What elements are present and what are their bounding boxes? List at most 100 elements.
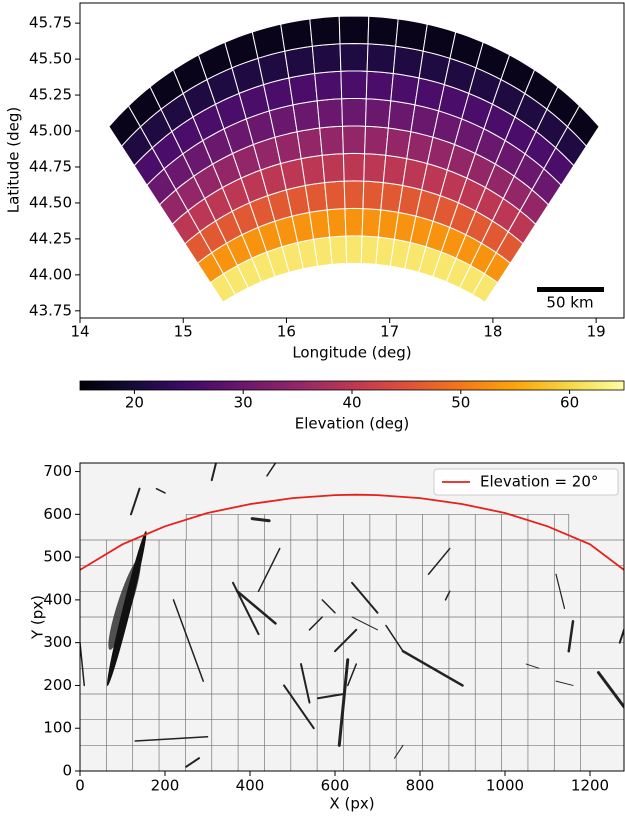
x-tick-label: 0 xyxy=(75,777,85,795)
elevation-cell xyxy=(338,15,370,45)
legend-label: Elevation = 20° xyxy=(480,473,598,491)
meteor-streak xyxy=(351,581,379,614)
elevation-cell xyxy=(319,125,344,156)
meteor-streak xyxy=(351,616,378,631)
meteor-streak xyxy=(80,641,85,687)
elevation-cell xyxy=(387,100,416,133)
y-tick-label: 44.25 xyxy=(29,229,72,247)
axes-frame xyxy=(79,2,625,319)
scale-bar xyxy=(537,287,604,292)
x-tick-label: 16 xyxy=(277,323,296,341)
y-tick-label: 44.75 xyxy=(29,157,72,175)
x-tick-label: 1000 xyxy=(486,777,524,795)
y-tick-label: 600 xyxy=(43,505,72,523)
meteor-streak xyxy=(401,649,464,687)
meteor-streak xyxy=(385,624,404,652)
elevation-cell xyxy=(296,127,323,160)
colorbar: 20 30 40 50 60 Elevation (deg) xyxy=(79,380,625,433)
x-tick-label: 400 xyxy=(236,777,265,795)
elevation-cell xyxy=(300,154,326,187)
y-tick-label: 45.50 xyxy=(29,50,72,68)
meteor-streak xyxy=(427,547,451,575)
elevation-cell xyxy=(392,45,424,79)
x-tick-label: 1200 xyxy=(571,777,609,795)
y-axis-label: Y (px) xyxy=(29,595,47,640)
y-tick-label: 400 xyxy=(43,590,72,608)
elevation-cell xyxy=(342,152,366,182)
elevation-cell xyxy=(363,153,387,184)
y-tick-label: 45.75 xyxy=(29,14,72,32)
elevation-cell xyxy=(345,235,363,265)
image-grid xyxy=(185,513,570,540)
elevation-cell xyxy=(341,98,367,127)
elevation-cell xyxy=(360,235,379,265)
elevation-cell xyxy=(367,15,399,47)
meteor-streak xyxy=(155,487,166,494)
colorbar-tick-label: 30 xyxy=(234,394,253,412)
meteor-streak xyxy=(210,463,217,482)
series-layer xyxy=(80,493,624,571)
meteor-streak xyxy=(347,663,357,687)
y-tick-label: 300 xyxy=(43,633,72,651)
elevation-cell xyxy=(316,98,344,129)
meteor-streak xyxy=(597,671,624,709)
elevation-cell xyxy=(308,209,331,240)
y-tick-label: 44.00 xyxy=(29,265,72,283)
meteor-streak xyxy=(424,437,441,441)
x-tick-label: 14 xyxy=(70,323,89,341)
meteor-streak xyxy=(130,487,141,516)
x-tick-label: 15 xyxy=(174,323,193,341)
elevation-cell xyxy=(344,207,364,237)
elevation-cell xyxy=(366,43,397,75)
colorbar-gradient xyxy=(79,380,625,391)
colorbar-tick-label: 60 xyxy=(560,394,579,412)
x-axis-label: X (px) xyxy=(329,795,374,813)
meteor-streak xyxy=(266,463,277,477)
meteor-streak xyxy=(337,658,350,747)
y-tick-label: 44.50 xyxy=(29,193,72,211)
colorbar-tick-label: 20 xyxy=(125,394,144,412)
milky-way-streak xyxy=(107,530,147,687)
axes-frame xyxy=(79,462,625,772)
elevation-cell xyxy=(284,45,316,79)
y-tick-label: 45.25 xyxy=(29,86,72,104)
fan xyxy=(108,15,600,303)
elevation-cell xyxy=(329,235,348,265)
image-panel: 0 200 400 600 800 1000 1200 0 100 200 300 400 500 600… xyxy=(29,437,625,813)
elevation-cell xyxy=(321,153,345,184)
y-tick-label: 200 xyxy=(43,676,72,694)
x-tick-label: 19 xyxy=(587,323,606,341)
elevation-cell xyxy=(288,72,318,106)
x-tick-label: 17 xyxy=(380,323,399,341)
elevation-cell xyxy=(340,70,368,100)
meteor-streak xyxy=(283,684,315,730)
x-tick-label: 800 xyxy=(406,777,435,795)
elevation-cell xyxy=(309,15,341,47)
elevation-cell xyxy=(364,125,389,156)
y-axis-label: Latitude (deg) xyxy=(5,107,23,213)
elevation-cell xyxy=(292,100,321,133)
elevation-cell xyxy=(311,43,342,75)
elevation-cell xyxy=(390,72,420,106)
meteor-streak xyxy=(567,620,575,653)
meteor-streak xyxy=(300,663,311,704)
elevation-cell xyxy=(339,42,369,72)
meteor-streak xyxy=(236,590,277,625)
elevation-cell xyxy=(326,208,347,238)
y-tick-label: 45.00 xyxy=(29,122,72,140)
colorbar-label: Elevation (deg) xyxy=(295,415,409,433)
elevation-cell xyxy=(566,105,600,147)
x-axis-label: Longitude (deg) xyxy=(292,344,411,362)
y-tick-label: 700 xyxy=(43,462,72,480)
meteor-streak xyxy=(555,680,574,686)
scale-bar-label: 50 km xyxy=(546,294,593,312)
meteor-streak xyxy=(308,616,323,631)
elevation-cell xyxy=(280,18,313,52)
meteor-streak xyxy=(317,693,345,700)
series-line xyxy=(80,493,624,571)
elevation-cell xyxy=(365,70,394,102)
y-tick-label: 0 xyxy=(62,762,72,780)
meteor-streak xyxy=(232,581,260,636)
x-tick-label: 18 xyxy=(483,323,502,341)
